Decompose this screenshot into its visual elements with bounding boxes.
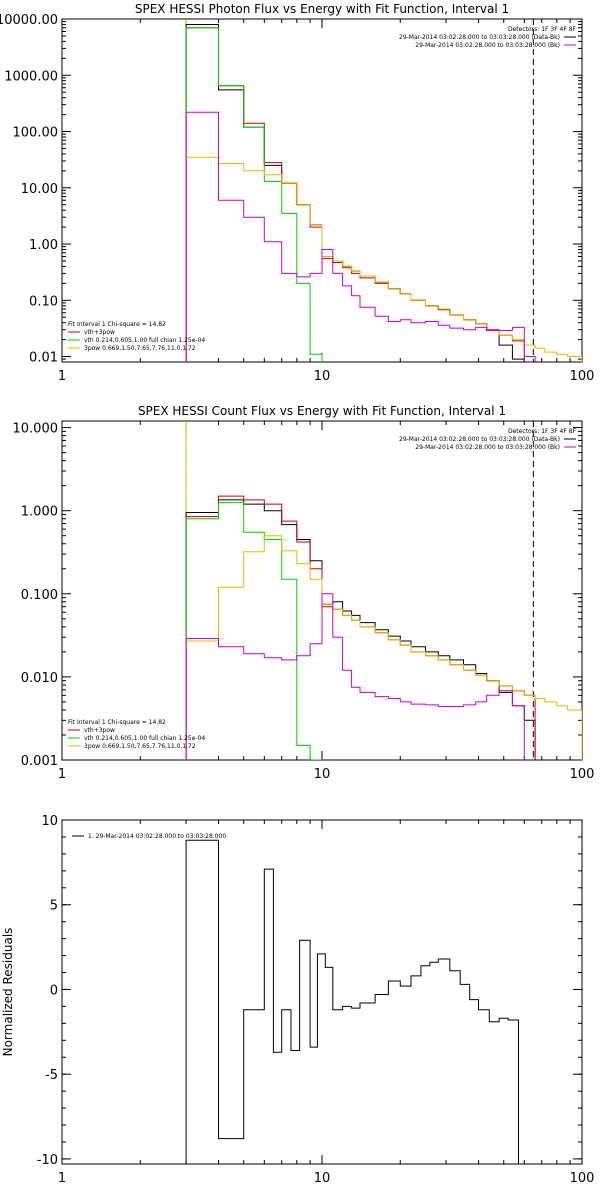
plot-area (185, 19, 582, 362)
plot-frame (61, 819, 583, 1165)
series-line-4 (185, 535, 582, 760)
y-tick-label: 5 (50, 899, 58, 914)
legend-header: Detectors: 1F 3F 4F 8F (508, 428, 577, 435)
y-tick-label: 0.001 (21, 754, 58, 769)
chart-panel-2: SPEX HESSI Count Flux vs Energy with Fit… (13, 404, 595, 782)
series-line-2 (185, 27, 525, 362)
series-line-1 (185, 839, 519, 1164)
x-tick-label: 100 (570, 1171, 595, 1186)
series-line-1 (185, 499, 536, 760)
legend-entry-label: vth 0.214,0.605,1.00 full chian 1.25e-04 (84, 735, 205, 742)
y-tick-label: 0.01 (29, 351, 58, 366)
plot-frame (61, 18, 583, 363)
legend-entry-label: 29-Mar-2014 03:02:28.000 to 03:03:28.000… (415, 444, 560, 451)
legend-entry-label: 3pow 0.669,1.50,7.65,7.76,11.0,1.72 (84, 743, 196, 750)
y-tick-label: 0 (50, 983, 58, 998)
series-line-3 (185, 27, 323, 362)
x-tick-label: 10 (314, 1171, 331, 1186)
chart-panel-1: SPEX HESSI Photon Flux vs Energy with Fi… (0, 2, 594, 384)
series-line-5 (185, 593, 525, 760)
y-tick-label: 10 (41, 814, 58, 829)
legend-header: Detectors: 1F 3F 4F 8F (508, 26, 577, 33)
y-tick-label: 1000.00 (4, 69, 58, 84)
y-tick-label: -10 (37, 1153, 58, 1168)
legend-header: Fit Interval 1 Chi-square = 14.82 (68, 321, 166, 328)
y-tick-label: 1.000 (21, 505, 58, 520)
series-line-1 (185, 24, 525, 362)
legend-entry-label: vth+3pow (84, 329, 115, 336)
legend-entry-label: 29-Mar-2014 03:02:28.000 to 03:03:28.000… (399, 34, 560, 41)
legend-entry-label: 3pow 0.669,1.50,7.65,7.76,11.0,1.72 (84, 345, 196, 352)
chart-title: SPEX HESSI Photon Flux vs Energy with Fi… (135, 2, 509, 16)
series-line-2 (185, 495, 536, 760)
y-tick-label: 10000.00 (0, 13, 58, 28)
x-tick-label: 1 (58, 1171, 66, 1186)
plot-area (185, 421, 582, 760)
x-tick-label: 1 (58, 369, 66, 384)
y-tick-label: 0.010 (21, 671, 58, 686)
chart-panel-3: 1 10 100 -10 -5 0 5 10 Normalized Residuals 1. 29… (1, 814, 594, 1186)
legend-entry-label: vth 0.214,0.605,1.00 full chian 1.25e-04 (84, 337, 205, 344)
y-axis-label: Normalized Residuals (1, 928, 15, 1057)
x-tick-label: 100 (570, 369, 595, 384)
chart-title: SPEX HESSI Count Flux vs Energy with Fit… (138, 404, 506, 418)
x-tick-label: 10 (314, 369, 331, 384)
series-line-5 (185, 111, 536, 362)
legend-entry-label: 1. 29-Mar-2014 03:02:28.000 to 03:03:28.… (88, 833, 226, 840)
series-line-4 (185, 156, 582, 362)
y-tick-label: 10.00 (21, 182, 58, 197)
legend-entry-label: 29-Mar-2014 03:02:28.000 to 03:03:28.000… (415, 42, 560, 49)
y-tick-label: 10.000 (13, 422, 59, 437)
legend-entry-label: vth+3pow (84, 727, 115, 734)
x-tick-label: 100 (570, 767, 595, 782)
series-line-3 (185, 502, 323, 760)
plot-area (185, 839, 519, 1164)
y-tick-label: -5 (45, 1068, 58, 1083)
legend-header: Fit Interval 1 Chi-square = 14.82 (68, 719, 166, 726)
y-tick-label: 0.10 (29, 294, 58, 309)
x-tick-label: 10 (314, 767, 331, 782)
legend-entry-label: 29-Mar-2014 03:02:28.000 to 03:03:28.000… (399, 436, 560, 443)
y-tick-label: 100.00 (13, 126, 59, 141)
y-tick-label: 0.100 (21, 588, 58, 603)
y-tick-label: 1.00 (29, 238, 58, 253)
x-tick-label: 1 (58, 767, 66, 782)
